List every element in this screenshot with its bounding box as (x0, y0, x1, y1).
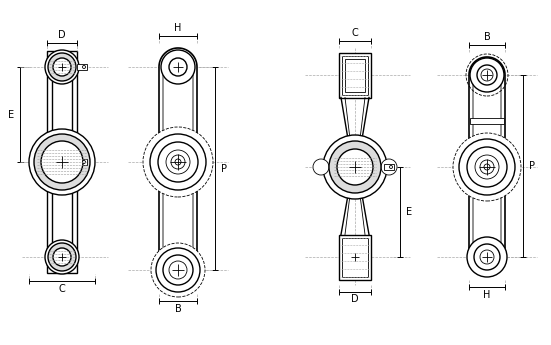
Circle shape (313, 159, 329, 175)
Text: P: P (221, 164, 227, 174)
Polygon shape (163, 52, 193, 285)
Circle shape (158, 142, 198, 182)
Circle shape (151, 243, 205, 297)
Circle shape (163, 255, 193, 285)
Bar (77, 64, 87, 70)
Bar (52, 55, 72, 269)
Bar (47, 51, 77, 273)
Bar (342, 237, 368, 276)
Circle shape (480, 250, 494, 264)
Text: B: B (484, 32, 490, 42)
Text: E: E (8, 109, 14, 119)
Circle shape (475, 155, 499, 179)
Circle shape (323, 135, 387, 199)
Text: C: C (352, 28, 358, 38)
Circle shape (161, 50, 195, 84)
Circle shape (48, 53, 76, 81)
Circle shape (484, 164, 490, 170)
Circle shape (467, 237, 507, 277)
Circle shape (169, 261, 187, 279)
Text: D: D (58, 30, 66, 40)
Text: E: E (406, 207, 412, 217)
Circle shape (477, 65, 497, 85)
Circle shape (474, 244, 500, 270)
Circle shape (453, 133, 521, 201)
Circle shape (83, 160, 85, 164)
Text: H: H (483, 290, 491, 300)
Circle shape (41, 141, 83, 183)
Text: H: H (174, 23, 182, 33)
Text: B: B (175, 304, 181, 314)
Circle shape (470, 58, 504, 92)
Circle shape (45, 240, 79, 274)
Circle shape (171, 155, 185, 169)
Text: D: D (351, 295, 359, 305)
Text: C: C (58, 284, 66, 294)
Circle shape (329, 141, 381, 193)
Circle shape (381, 159, 397, 175)
Circle shape (166, 150, 190, 174)
Circle shape (481, 69, 493, 81)
Circle shape (48, 243, 76, 271)
Circle shape (156, 248, 200, 292)
Polygon shape (159, 48, 197, 289)
Circle shape (34, 134, 90, 190)
Text: P: P (529, 161, 535, 171)
Bar (384, 164, 394, 170)
Circle shape (150, 134, 206, 190)
Circle shape (29, 129, 95, 195)
Bar (342, 56, 368, 95)
Bar (339, 235, 371, 279)
Circle shape (169, 58, 187, 76)
Bar (345, 59, 365, 91)
Circle shape (175, 159, 181, 165)
Circle shape (83, 66, 85, 69)
Circle shape (459, 139, 515, 195)
Bar (339, 52, 371, 98)
Circle shape (53, 248, 71, 266)
Circle shape (53, 58, 71, 76)
Bar (470, 118, 504, 124)
Circle shape (480, 160, 494, 174)
Circle shape (390, 166, 392, 168)
Bar (77, 159, 87, 165)
Circle shape (143, 127, 213, 197)
Circle shape (467, 147, 507, 187)
Circle shape (337, 149, 373, 185)
Circle shape (45, 50, 79, 84)
Polygon shape (473, 61, 501, 271)
Polygon shape (469, 57, 505, 275)
